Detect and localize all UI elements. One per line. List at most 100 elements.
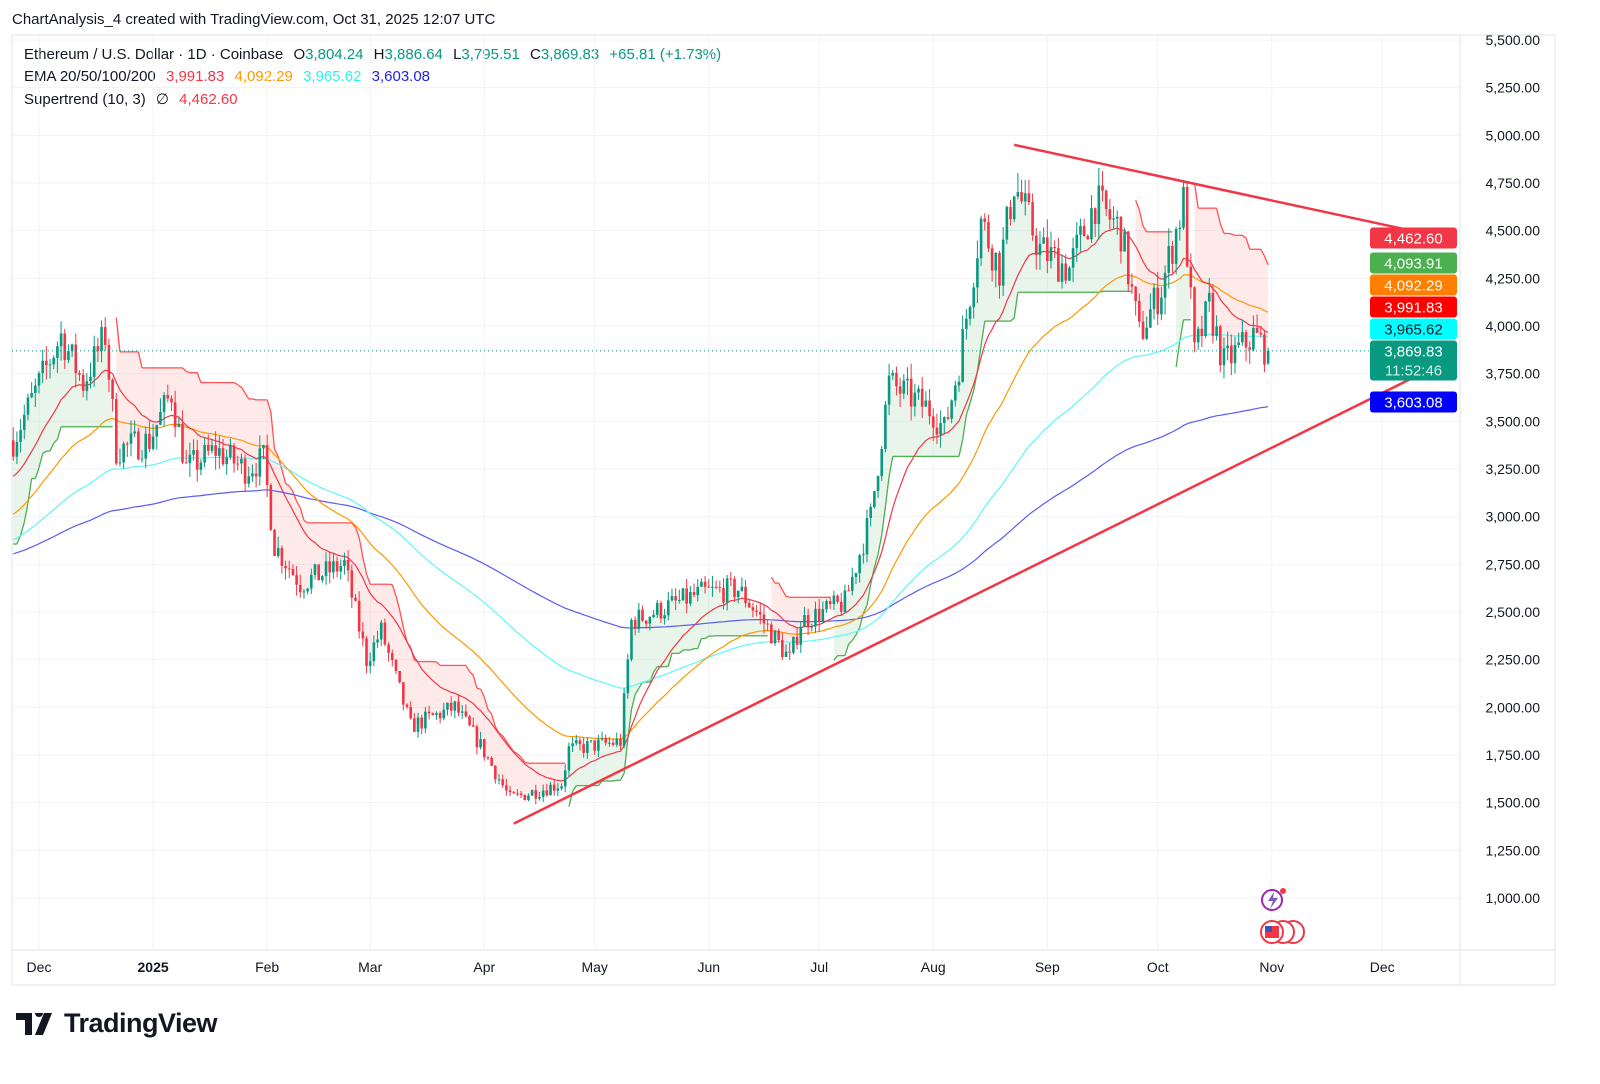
supertrend-fill bbox=[1036, 245, 1040, 293]
candle bbox=[1119, 216, 1123, 264]
candle bbox=[825, 599, 828, 613]
candle-body bbox=[1156, 287, 1160, 315]
candle bbox=[1193, 286, 1196, 353]
candle bbox=[45, 346, 48, 380]
candle-body bbox=[111, 379, 114, 400]
candle-body bbox=[747, 603, 751, 608]
candle-body bbox=[1255, 327, 1259, 333]
candle bbox=[372, 635, 376, 667]
candle-body bbox=[22, 414, 26, 430]
supertrend-segment bbox=[638, 681, 644, 689]
supertrend-fill bbox=[344, 522, 349, 566]
candle bbox=[567, 742, 571, 777]
candle-body bbox=[648, 616, 652, 624]
candle bbox=[1112, 206, 1115, 230]
supertrend-segment bbox=[884, 476, 890, 507]
supertrend-fill bbox=[1201, 208, 1206, 333]
candle bbox=[1185, 182, 1189, 268]
supertrend-segment bbox=[273, 448, 279, 457]
supertrend-fill bbox=[903, 379, 908, 457]
candle bbox=[505, 778, 508, 796]
supertrend-label[interactable]: Supertrend (10, 3) bbox=[24, 91, 146, 108]
candle bbox=[361, 621, 365, 647]
candle bbox=[574, 734, 578, 746]
candle bbox=[678, 589, 681, 604]
candle-body bbox=[457, 701, 460, 713]
supertrend-fill bbox=[635, 619, 639, 695]
candle-body bbox=[479, 739, 482, 748]
candle-body bbox=[1020, 192, 1023, 202]
supertrend-fill bbox=[1238, 235, 1243, 344]
supertrend-fill bbox=[451, 665, 455, 707]
candle-body bbox=[810, 626, 814, 628]
candle bbox=[184, 450, 188, 464]
candle bbox=[1068, 265, 1071, 282]
candle-body bbox=[792, 636, 795, 653]
candle bbox=[37, 371, 41, 394]
candle bbox=[280, 545, 284, 574]
time-tick-label: Jul bbox=[810, 959, 828, 975]
candle bbox=[1230, 334, 1233, 376]
candle-body bbox=[593, 740, 596, 751]
candle bbox=[552, 779, 556, 796]
supertrend-segment bbox=[881, 506, 887, 536]
candle-body bbox=[218, 448, 221, 456]
candle bbox=[523, 794, 527, 801]
candle-body bbox=[184, 462, 188, 464]
supertrend-fill bbox=[355, 527, 360, 617]
candle-body bbox=[269, 485, 273, 530]
candle-body bbox=[486, 757, 490, 759]
candle-body bbox=[1012, 196, 1016, 220]
supertrend-fill bbox=[911, 392, 915, 457]
price-tick-label: 5,000.00 bbox=[1486, 127, 1541, 143]
supertrend-fill bbox=[646, 620, 650, 683]
candle-body bbox=[729, 578, 733, 580]
price-badge-text: 4,093.91 bbox=[1384, 256, 1442, 273]
candle-body bbox=[435, 713, 438, 716]
supertrend-fill bbox=[381, 584, 385, 634]
supertrend-fill bbox=[204, 382, 209, 454]
supertrend-fill bbox=[668, 598, 672, 667]
candle bbox=[924, 391, 928, 407]
supertrend-fill bbox=[436, 661, 441, 716]
candle bbox=[453, 700, 457, 719]
candle bbox=[1104, 189, 1108, 217]
supertrend-fill bbox=[705, 584, 709, 639]
legend-symbol[interactable]: Ethereum / U.S. Dollar · 1D · Coinbase bbox=[24, 46, 284, 63]
candle bbox=[479, 731, 482, 750]
price-badge-bg bbox=[1370, 274, 1457, 296]
candle-body bbox=[733, 578, 736, 598]
candle-body bbox=[1244, 332, 1248, 348]
candle bbox=[821, 601, 825, 624]
supertrend-fill bbox=[39, 366, 43, 468]
supertrend-fill bbox=[127, 351, 131, 444]
candle-body bbox=[206, 444, 210, 451]
candle-body bbox=[755, 610, 758, 612]
candle-body bbox=[133, 431, 136, 434]
candle-body bbox=[909, 378, 913, 407]
candle-body bbox=[89, 376, 92, 382]
supertrend-fill bbox=[532, 763, 536, 795]
candle bbox=[1211, 284, 1215, 344]
candle-body bbox=[1031, 202, 1034, 236]
candle-body bbox=[1174, 229, 1178, 264]
candle bbox=[1189, 253, 1193, 299]
candle bbox=[276, 536, 280, 559]
candle-body bbox=[534, 790, 538, 799]
candle bbox=[987, 214, 990, 252]
candle-body bbox=[1200, 328, 1204, 336]
supertrend-fill bbox=[318, 522, 323, 579]
supertrend-segment bbox=[649, 671, 655, 683]
candle bbox=[56, 341, 59, 373]
candle bbox=[19, 419, 22, 453]
supertrend-fill bbox=[679, 594, 683, 654]
ema-label[interactable]: EMA 20/50/100/200 bbox=[24, 68, 156, 85]
supertrend-fill bbox=[57, 339, 62, 440]
supertrend-segment bbox=[653, 666, 658, 673]
candle bbox=[1145, 316, 1148, 341]
candle-body bbox=[1196, 328, 1200, 343]
supertrend-fill bbox=[42, 362, 47, 454]
candle-body bbox=[1141, 321, 1145, 339]
supertrend-fill bbox=[947, 409, 952, 457]
